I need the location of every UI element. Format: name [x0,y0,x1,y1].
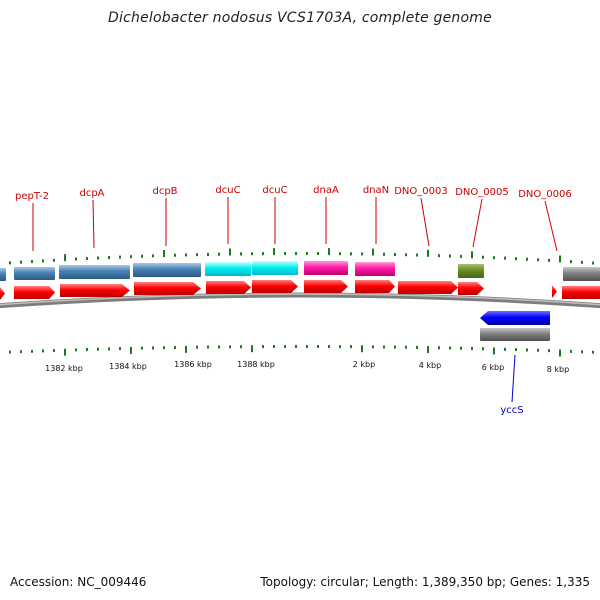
tick-label: 4 kbp [419,361,441,370]
feature-steelblue [59,265,130,279]
feature-cyan [205,262,251,276]
feature-magenta [304,261,348,275]
feature-magenta [355,262,395,276]
gene-leader-line [544,200,558,252]
cds-arrow-reverse [480,311,550,325]
gene-label-dno-0003: DNO_0003 [394,186,448,197]
gene-label-dcuc: dcuC [262,185,287,196]
tick-label: 1384 kbp [109,362,147,371]
feature-olive [458,264,484,278]
genome-backbone [0,292,600,309]
gene-label-dcpa: dcpA [79,188,104,199]
cds-arrow [134,282,201,295]
gene-leader-line [511,354,516,403]
gene-label-dcuc: dcuC [215,185,240,196]
feature-gray [563,267,600,281]
feature-steelblue [133,263,201,277]
tick-label: 1382 kbp [45,364,83,373]
gene-label-dnaa: dnaA [313,185,339,196]
cds-arrow [252,280,298,293]
genome-summary: Topology: circular; Length: 1,389,350 bp… [260,575,590,589]
feature-gray [480,328,550,341]
gene-label-yccs: yccS [500,405,523,416]
gene-label-dno-0005: DNO_0005 [455,187,509,198]
cds-arrow [206,281,251,294]
cds-arrow [0,287,5,300]
cds-arrow [458,282,484,295]
cds-arrow [355,280,395,293]
cds-arrow [398,281,458,294]
cds-arrow [60,284,130,297]
gene-label-dcpb: dcpB [152,186,177,197]
cds-arrow [562,286,600,299]
genome-backbone-highlight [0,293,600,306]
feature-steelblue [0,268,6,281]
feature-cyan [252,261,298,275]
gene-leader-line [420,197,430,247]
cog-track [0,261,600,281]
tick-label: 1388 kbp [237,360,275,369]
gene-leader-line [92,199,95,249]
map-title: Dichelobacter nodosus VCS1703A, complete… [108,10,492,26]
tick-track-top [9,248,594,265]
tick-label: 1386 kbp [174,360,212,369]
reverse-cds-track [480,311,550,341]
gene-label-dno-0006: DNO_0006 [518,189,572,200]
gene-labels: pepT-2 dcpA dcpB dcuC dcuC dnaA dnaN DNO_0003 DN… [15,185,572,416]
gene-label-dnan: dnaN [363,185,389,196]
tick-track-bottom [9,345,594,357]
tick-labels: 1382 kbp 1384 kbp 1386 kbp 1388 kbp 2 kbp 4 k… [45,360,569,374]
tick-label: 8 kbp [547,365,569,374]
feature-steelblue [14,267,55,280]
tick-label: 6 kbp [482,363,504,372]
cds-arrow [304,280,348,293]
cds-arrow [14,286,55,299]
gene-leader-line [472,198,483,248]
tick-label: 2 kbp [353,360,375,369]
cds-arrow [552,285,557,298]
accession-label: Accession: NC_009446 [10,575,147,589]
gene-label-pept-2: pepT-2 [15,191,49,202]
forward-cds-track [0,280,600,300]
